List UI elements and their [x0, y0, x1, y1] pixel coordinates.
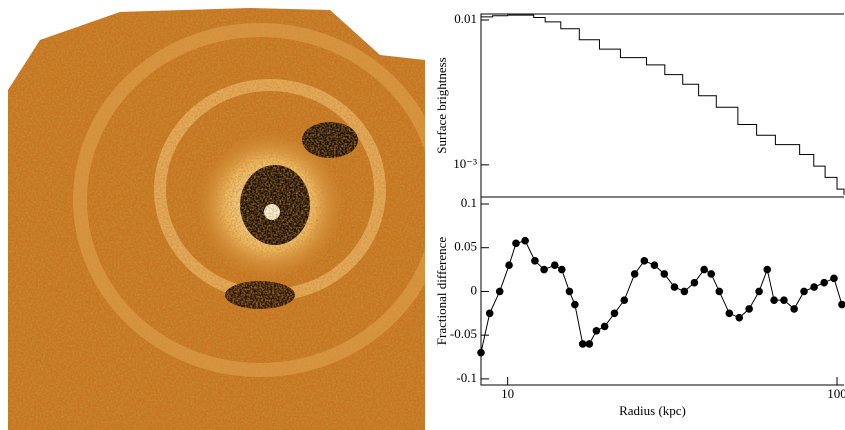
data-point: [715, 287, 724, 296]
data-point: [550, 261, 559, 270]
data-point: [540, 265, 548, 274]
data-point: [755, 287, 763, 296]
y-axis-label: Fractional difference: [434, 237, 449, 346]
data-point: [485, 309, 494, 318]
y-tick-label: 0.01: [454, 11, 477, 26]
data-point: [571, 300, 579, 309]
y-tick-label: 10⁻³: [453, 156, 477, 171]
data-point: [725, 309, 734, 318]
y-tick-label: -0.05: [450, 326, 477, 341]
x-tick-label: 10: [501, 386, 514, 401]
x-axis-label: Radius (kpc): [619, 403, 686, 418]
data-point: [700, 265, 708, 274]
residual-image: [8, 8, 425, 430]
data-point: [630, 270, 639, 278]
data-line: [481, 14, 845, 195]
data-point: [820, 278, 828, 287]
data-point: [505, 261, 513, 270]
data-point: [620, 296, 629, 304]
data-point: [650, 261, 659, 270]
data-point: [800, 287, 808, 296]
y-tick-label: 0.05: [454, 239, 477, 254]
data-point: [512, 239, 520, 248]
data-point: [565, 287, 574, 296]
data-point: [770, 296, 778, 304]
data-point: [477, 348, 485, 357]
data-point: [585, 340, 594, 348]
data-point: [670, 283, 679, 291]
plots: 0.01 10⁻³ Surface brightness 0.1 0.05 0 -0.05 -…: [434, 11, 845, 418]
data-point: [557, 265, 566, 274]
data-point: [745, 305, 753, 313]
x-tick-label: 100: [827, 386, 845, 401]
y-tick-label: 0: [471, 282, 478, 297]
data-point: [780, 296, 788, 304]
data-point: [707, 270, 716, 278]
data-point: [640, 257, 649, 265]
data-point: [830, 274, 838, 283]
axes-frame: [480, 196, 844, 386]
y-tick-label: -0.1: [456, 370, 477, 385]
data-point: [735, 313, 744, 322]
y-tick-label: 0.1: [461, 195, 477, 210]
data-point: [763, 265, 772, 274]
axes-frame: [480, 13, 844, 198]
data-point: [578, 340, 587, 348]
data-point: [521, 236, 529, 245]
data-point: [790, 305, 798, 313]
data-point: [495, 287, 504, 296]
data-point: [531, 257, 539, 265]
y-axis-label: Surface brightness: [434, 57, 449, 153]
data-point: [838, 300, 845, 309]
data-point: [592, 326, 601, 335]
data-point: [610, 309, 619, 318]
data-point: [690, 278, 699, 287]
data-point: [600, 322, 609, 331]
data-point: [680, 287, 689, 296]
data-point: [660, 270, 669, 278]
data-point: [810, 283, 818, 291]
